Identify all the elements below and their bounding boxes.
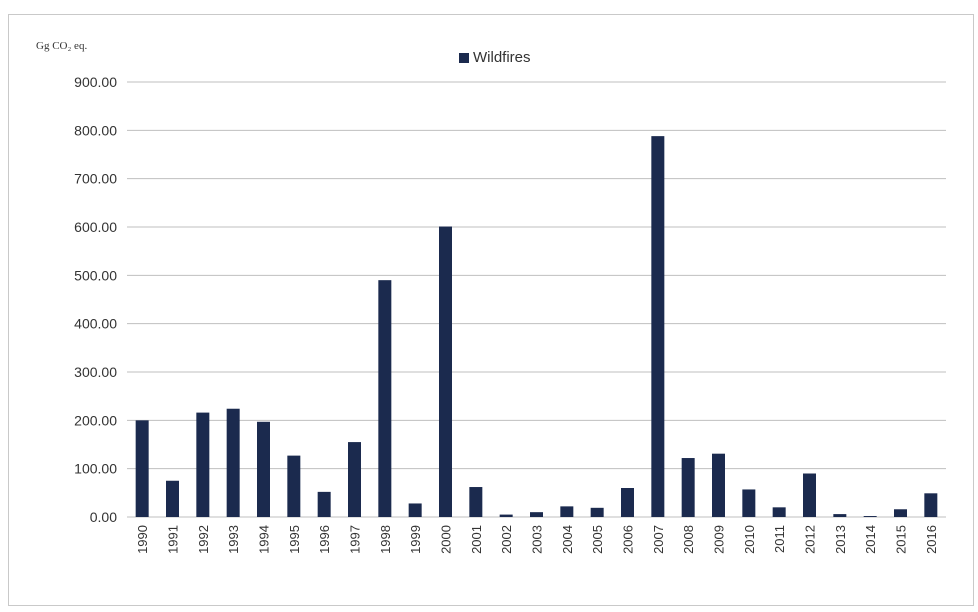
x-tick-label: 2015 [894, 525, 909, 554]
bar [469, 487, 483, 517]
x-tick-label: 2008 [681, 525, 696, 554]
x-tick-label: 2013 [833, 525, 848, 554]
bar [772, 507, 786, 517]
x-tick-label: 1996 [317, 525, 332, 554]
legend-label-wildfires: Wildfires [473, 49, 531, 66]
y-tick-label: 200.00 [74, 412, 117, 428]
x-tick-label: 2000 [439, 525, 454, 554]
x-tick-label: 1997 [348, 525, 363, 554]
y-axis-unit-label: Gg CO₂ eq. [36, 40, 88, 52]
bar [924, 493, 938, 517]
y-tick-label: 300.00 [74, 364, 117, 380]
bar [135, 420, 149, 517]
bar [590, 507, 604, 517]
bar [196, 412, 210, 517]
bar [348, 442, 361, 517]
x-tick-label: 1998 [378, 525, 393, 554]
x-tick-label: 2001 [469, 525, 484, 554]
x-tick-label: 2005 [590, 525, 605, 554]
y-tick-label: 900.00 [74, 74, 117, 90]
bar [257, 421, 270, 517]
x-tick-label: 2004 [560, 525, 575, 554]
bar [287, 455, 301, 517]
bar [621, 488, 634, 517]
x-tick-label: 2006 [621, 525, 636, 554]
bar [803, 473, 816, 517]
y-tick-label: 0.00 [90, 509, 117, 525]
bar [499, 514, 513, 517]
bar [560, 506, 574, 517]
y-tick-label: 500.00 [74, 267, 117, 283]
legend: Wildfires [459, 49, 531, 66]
bar [863, 516, 877, 517]
y-tick-label: 700.00 [74, 171, 117, 187]
y-tick-label: 100.00 [74, 461, 117, 477]
bar [226, 408, 240, 517]
x-tick-label: 2012 [803, 525, 818, 554]
legend-swatch-wildfires [459, 52, 469, 63]
bar [651, 136, 665, 517]
bar [378, 280, 392, 517]
bar [439, 226, 452, 517]
x-tick-label: 2016 [924, 525, 939, 554]
x-tick-label: 2014 [863, 525, 878, 554]
x-tick-label: 1992 [196, 525, 211, 554]
y-tick-label: 800.00 [74, 122, 117, 138]
y-tick-label: 400.00 [74, 316, 117, 332]
x-tick-label: 1999 [408, 525, 423, 554]
x-tick-label: 1995 [287, 525, 302, 554]
x-tick-label: 2010 [742, 525, 757, 554]
bar [166, 480, 179, 517]
x-tick-label: 2002 [499, 525, 514, 554]
x-tick-label: 2007 [651, 525, 666, 554]
bar [894, 509, 907, 517]
x-tick-label: 2009 [712, 525, 727, 554]
x-tick-label: 2011 [772, 525, 787, 553]
x-tick-label: 1990 [135, 525, 150, 554]
y-tick-label: 600.00 [74, 219, 117, 235]
bar [742, 489, 756, 517]
bar [408, 503, 422, 517]
bar [833, 514, 847, 517]
x-tick-label: 1994 [257, 525, 272, 554]
bar [681, 458, 695, 517]
bar [712, 453, 725, 517]
bar [317, 491, 331, 517]
bar [530, 512, 543, 517]
x-tick-label: 1991 [166, 525, 181, 554]
x-tick-label: 1993 [226, 525, 241, 554]
x-tick-label: 2003 [530, 525, 545, 554]
